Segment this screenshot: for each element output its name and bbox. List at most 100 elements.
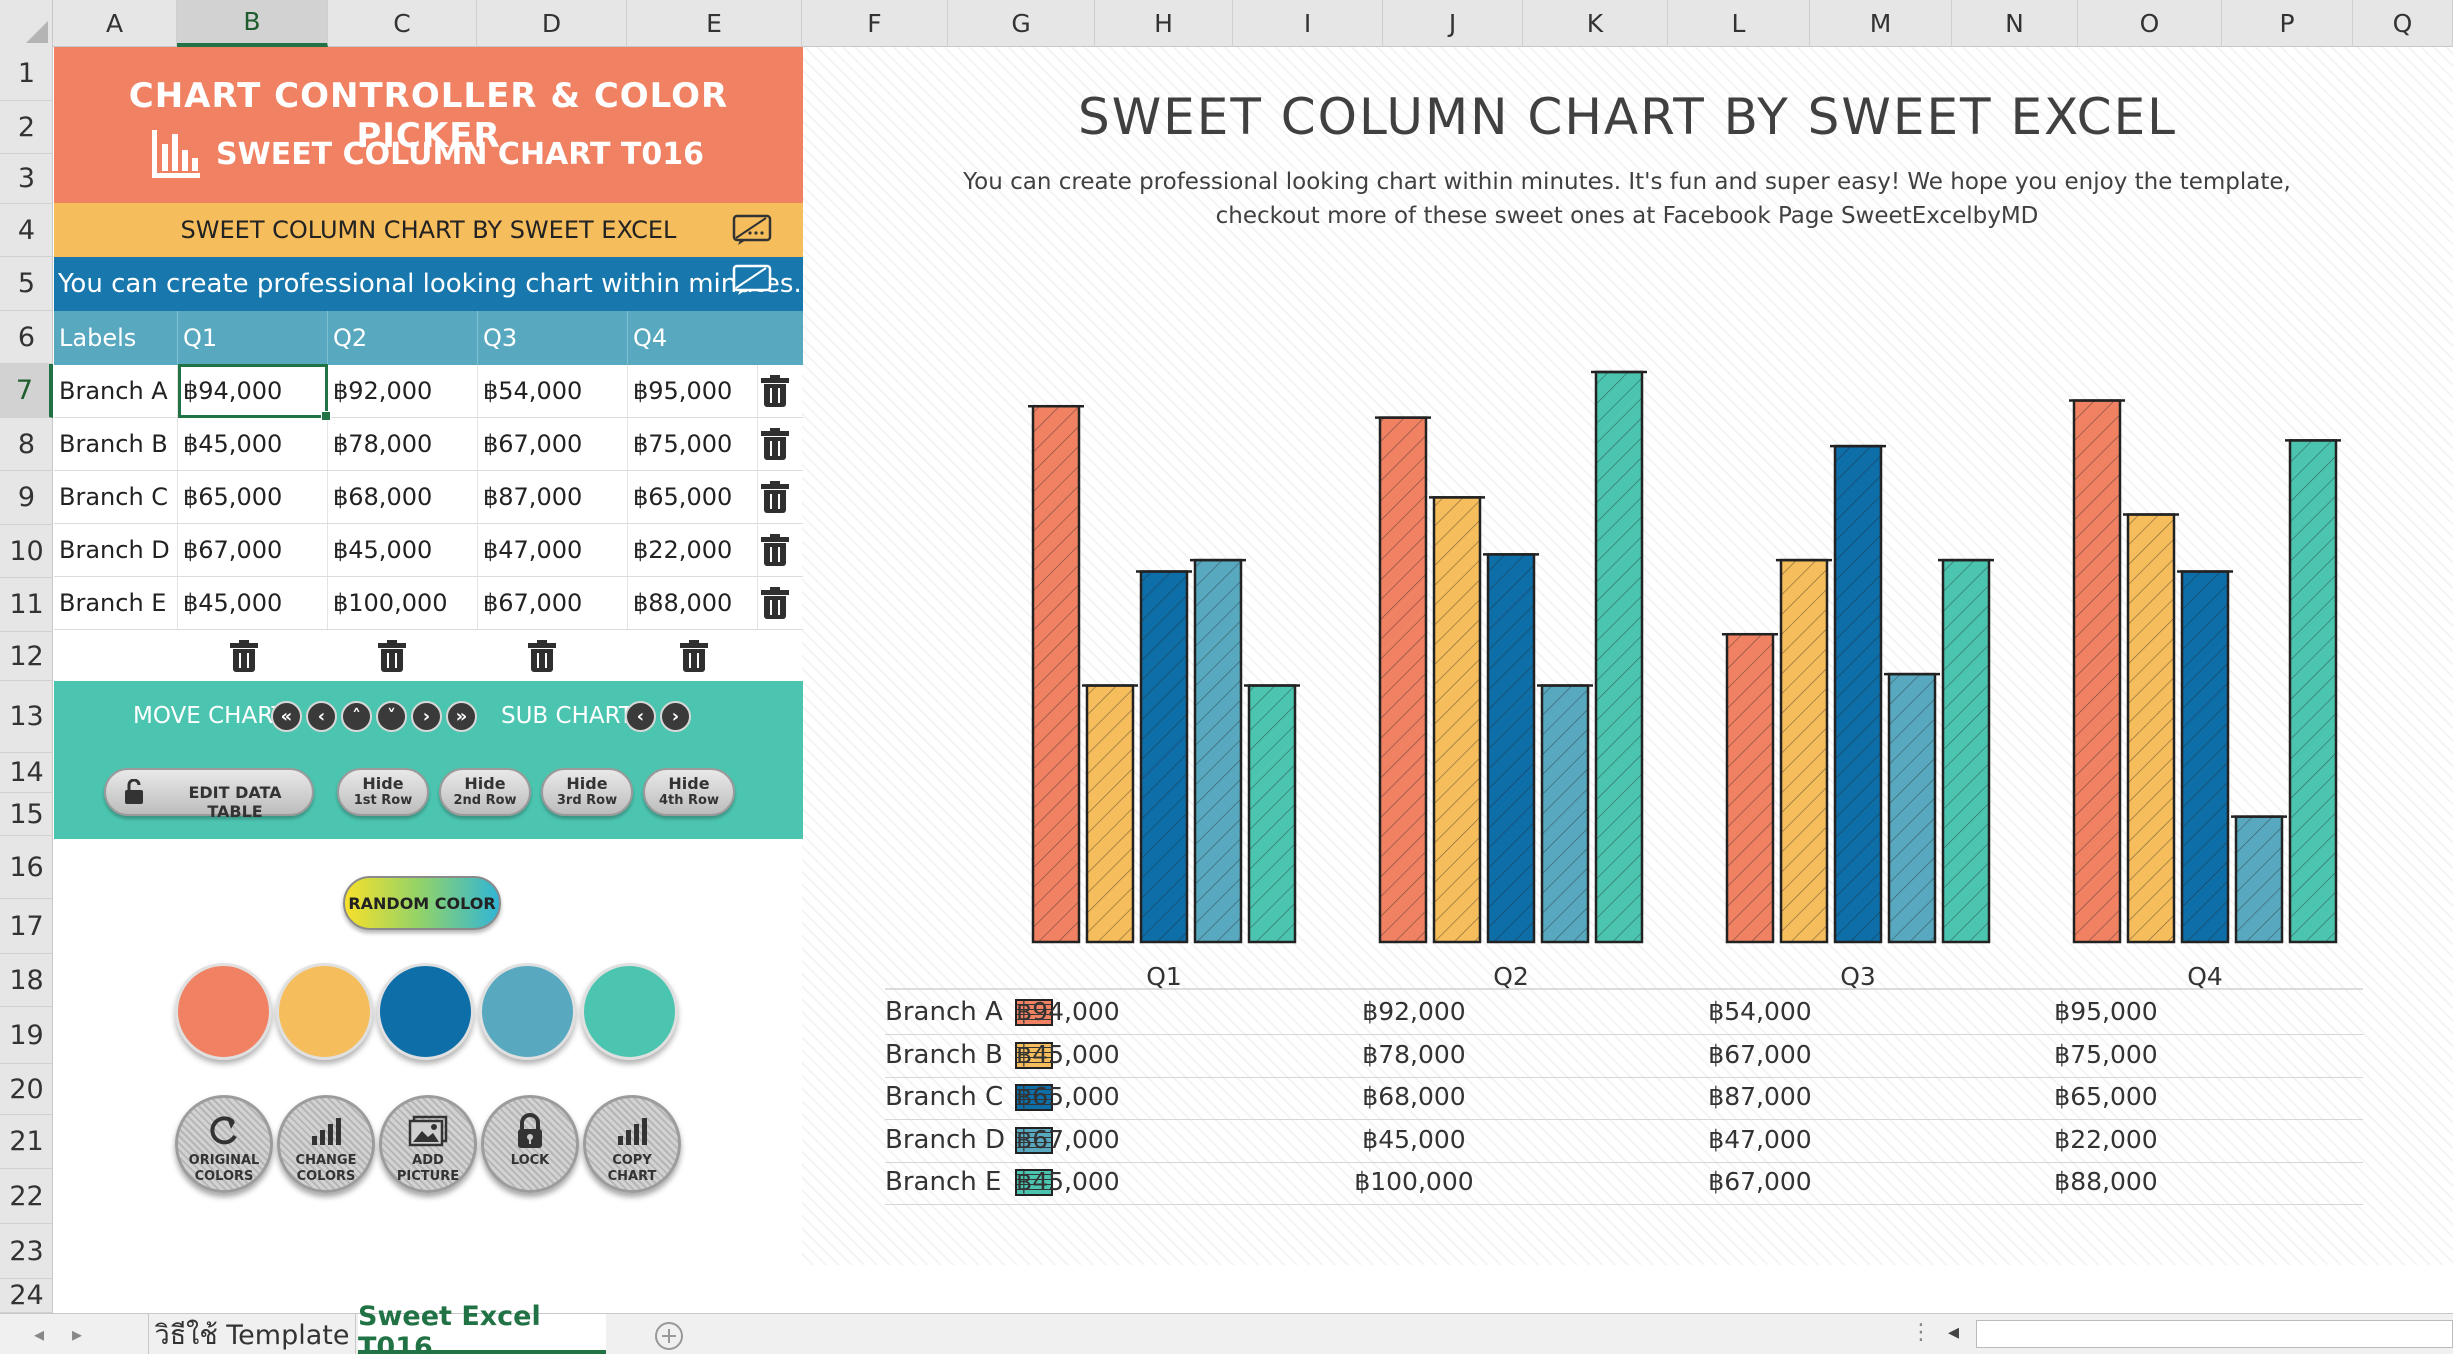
value-cell[interactable]: ฿95,000 <box>628 365 758 417</box>
bar-branch-b-q3[interactable] <box>1776 558 1832 944</box>
value-cell[interactable]: ฿92,000 <box>328 365 478 417</box>
value-cell[interactable]: ฿78,000 <box>328 418 478 470</box>
column-header-G[interactable]: G <box>948 0 1095 47</box>
move-last-button[interactable]: » <box>446 701 477 732</box>
row-header-5[interactable]: 5 <box>0 257 53 311</box>
delete-row-icon[interactable] <box>761 428 789 460</box>
row-header-21[interactable]: 21 <box>0 1115 53 1169</box>
change-colors-button[interactable]: CHANGE COLORS <box>277 1095 375 1193</box>
column-header-E[interactable]: E <box>627 0 802 47</box>
column-header-O[interactable]: O <box>2078 0 2222 47</box>
bar-branch-b-q2[interactable] <box>1429 496 1485 944</box>
value-cell[interactable]: ฿45,000 <box>328 524 478 576</box>
column-header-J[interactable]: J <box>1383 0 1523 47</box>
move-down-button[interactable]: ˅ <box>376 701 407 732</box>
value-cell[interactable]: ฿65,000 <box>178 471 328 523</box>
scroll-tabs-left-icon[interactable]: ◂ <box>34 1322 45 1346</box>
bar-branch-e-q2[interactable] <box>1591 370 1647 944</box>
sub-chart-prev-button[interactable]: ‹ <box>625 701 656 732</box>
comment-icon[interactable] <box>732 214 772 246</box>
value-cell[interactable]: ฿75,000 <box>628 418 758 470</box>
delete-column-icon[interactable] <box>528 640 556 672</box>
row-header-22[interactable]: 22 <box>0 1169 53 1224</box>
row-header-14[interactable]: 14 <box>0 753 53 793</box>
row-header-18[interactable]: 18 <box>0 954 53 1007</box>
select-all-button[interactable] <box>0 0 53 47</box>
original-colors-button[interactable]: ORIGINAL COLORS <box>175 1095 273 1193</box>
column-header-D[interactable]: D <box>477 0 627 47</box>
bar-branch-d-q3[interactable] <box>1884 672 1940 944</box>
bar-branch-d-q4[interactable] <box>2231 815 2287 944</box>
move-left-button[interactable]: ‹ <box>306 701 337 732</box>
row-label-cell[interactable]: Branch C <box>54 471 178 523</box>
hide-row-4-button[interactable]: Hide 4th Row <box>643 768 735 816</box>
row-header-17[interactable]: 17 <box>0 899 53 954</box>
comment-icon-2[interactable] <box>732 264 772 296</box>
color-swatch-1[interactable] <box>175 963 272 1060</box>
tab-how-to-use[interactable]: วิธีใช้ Template <box>148 1314 356 1354</box>
row-header-3[interactable]: 3 <box>0 154 53 204</box>
copy-chart-button[interactable]: COPY CHART <box>583 1095 681 1193</box>
value-cell[interactable]: ฿67,000 <box>478 577 628 629</box>
value-cell[interactable]: ฿67,000 <box>178 524 328 576</box>
value-cell[interactable]: ฿68,000 <box>328 471 478 523</box>
row-label-cell[interactable]: Branch B <box>54 418 178 470</box>
row-header-2[interactable]: 2 <box>0 101 53 154</box>
bar-branch-a-q3[interactable] <box>1722 632 1778 944</box>
tab-sweet-excel-t016[interactable]: Sweet Excel T016 <box>358 1301 606 1354</box>
color-swatch-3[interactable] <box>377 963 474 1060</box>
header-labels[interactable]: Labels <box>54 311 178 365</box>
hide-row-2-button[interactable]: Hide 2nd Row <box>439 768 531 816</box>
row-header-6[interactable]: 6 <box>0 311 53 364</box>
column-header-I[interactable]: I <box>1233 0 1383 47</box>
value-cell[interactable]: ฿100,000 <box>328 577 478 629</box>
column-header-P[interactable]: P <box>2222 0 2353 47</box>
value-cell[interactable]: ฿45,000 <box>178 418 328 470</box>
color-swatch-4[interactable] <box>479 963 576 1060</box>
delete-row-icon[interactable] <box>761 375 789 407</box>
value-cell[interactable]: ฿88,000 <box>628 577 758 629</box>
bar-branch-a-q2[interactable] <box>1375 416 1431 944</box>
scroll-left-icon[interactable]: ◂ <box>1948 1320 1960 1345</box>
bar-branch-e-q4[interactable] <box>2285 439 2341 944</box>
column-header-M[interactable]: M <box>1810 0 1952 47</box>
delete-column-icon[interactable] <box>230 640 258 672</box>
row-header-9[interactable]: 9 <box>0 471 53 525</box>
column-header-Q[interactable]: Q <box>2353 0 2453 47</box>
value-cell[interactable]: ฿54,000 <box>478 365 628 417</box>
bar-branch-e-q1[interactable] <box>1244 684 1300 944</box>
sub-chart-next-button[interactable]: › <box>660 701 691 732</box>
bar-branch-c-q4[interactable] <box>2177 570 2233 944</box>
row-header-8[interactable]: 8 <box>0 418 53 471</box>
column-header-B[interactable]: B <box>177 0 328 47</box>
value-cell[interactable]: ฿45,000 <box>178 577 328 629</box>
bar-branch-e-q3[interactable] <box>1938 558 1994 944</box>
value-cell[interactable]: ฿22,000 <box>628 524 758 576</box>
value-cell[interactable]: ฿87,000 <box>478 471 628 523</box>
bar-branch-a-q1[interactable] <box>1028 404 1084 944</box>
more-options-icon[interactable]: ⋮ <box>1910 1320 1932 1345</box>
bar-branch-c-q1[interactable] <box>1136 570 1192 944</box>
move-up-button[interactable]: ˄ <box>341 701 372 732</box>
row-header-11[interactable]: 11 <box>0 578 53 632</box>
row-header-13[interactable]: 13 <box>0 681 53 753</box>
lock-button[interactable]: LOCK <box>481 1095 579 1193</box>
bar-branch-a-q4[interactable] <box>2069 399 2125 944</box>
row-header-20[interactable]: 20 <box>0 1064 53 1115</box>
row-header-7[interactable]: 7 <box>0 364 53 418</box>
random-color-button[interactable]: RANDOM COLOR <box>343 876 501 930</box>
bar-branch-b-q4[interactable] <box>2123 513 2179 944</box>
delete-column-icon[interactable] <box>680 640 708 672</box>
horizontal-scrollbar[interactable] <box>1976 1320 2453 1348</box>
move-right-button[interactable]: › <box>411 701 442 732</box>
column-header-A[interactable]: A <box>53 0 177 47</box>
add-picture-button[interactable]: ADD PICTURE <box>379 1095 477 1193</box>
header-q2[interactable]: Q2 <box>328 311 478 365</box>
add-sheet-icon[interactable] <box>654 1321 684 1351</box>
bar-branch-d-q2[interactable] <box>1537 684 1593 944</box>
row-label-cell[interactable]: Branch E <box>54 577 178 629</box>
delete-row-icon[interactable] <box>761 481 789 513</box>
row-header-10[interactable]: 10 <box>0 525 53 578</box>
row-header-4[interactable]: 4 <box>0 204 53 257</box>
